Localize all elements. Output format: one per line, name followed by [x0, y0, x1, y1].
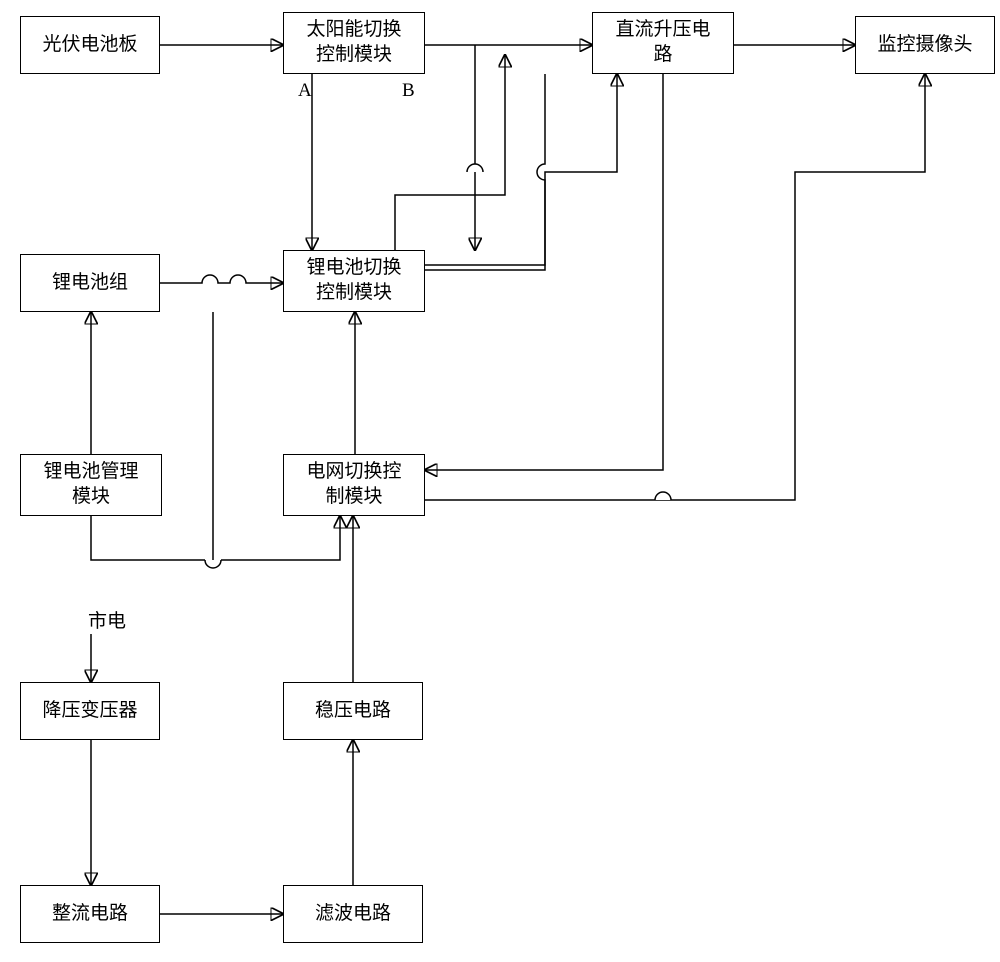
- label-mains: 市电: [88, 606, 126, 633]
- node-pv-panel: 光伏电池板: [20, 16, 160, 74]
- node-lithium-switch-module: 锂电池切换控制模块: [283, 250, 425, 312]
- node-label: 锂电池组: [52, 271, 128, 296]
- port-label-A: A: [298, 80, 312, 102]
- node-filter-circuit: 滤波电路: [283, 885, 423, 943]
- node-stepdown-transformer: 降压变压器: [20, 682, 160, 740]
- node-regulator-circuit: 稳压电路: [283, 682, 423, 740]
- node-label: 电网切换控制模块: [306, 460, 401, 509]
- node-rectifier-circuit: 整流电路: [20, 885, 160, 943]
- node-label: 降压变压器: [42, 699, 137, 724]
- port-label-B: B: [402, 80, 415, 102]
- node-label: 直流升压电路: [615, 18, 710, 67]
- node-label: 稳压电路: [315, 699, 391, 724]
- node-label: 锂电池切换控制模块: [306, 256, 401, 305]
- node-label: 监控摄像头: [877, 33, 972, 58]
- node-label: 光伏电池板: [42, 33, 137, 58]
- node-label: 锂电池管理模块: [43, 460, 138, 509]
- node-dc-boost-circuit: 直流升压电路: [592, 12, 734, 74]
- node-label: 整流电路: [52, 902, 128, 927]
- diagram-canvas: 光伏电池板 太阳能切换控制模块 直流升压电路 监控摄像头 锂电池组 锂电池切换控…: [0, 0, 1000, 962]
- node-lithium-management-module: 锂电池管理模块: [20, 454, 162, 516]
- node-label: 太阳能切换控制模块: [306, 18, 401, 67]
- node-label: 滤波电路: [315, 902, 391, 927]
- node-solar-switch-module: 太阳能切换控制模块: [283, 12, 425, 74]
- node-surveillance-camera: 监控摄像头: [855, 16, 995, 74]
- node-lithium-battery-pack: 锂电池组: [20, 254, 160, 312]
- node-grid-switch-module: 电网切换控制模块: [283, 454, 425, 516]
